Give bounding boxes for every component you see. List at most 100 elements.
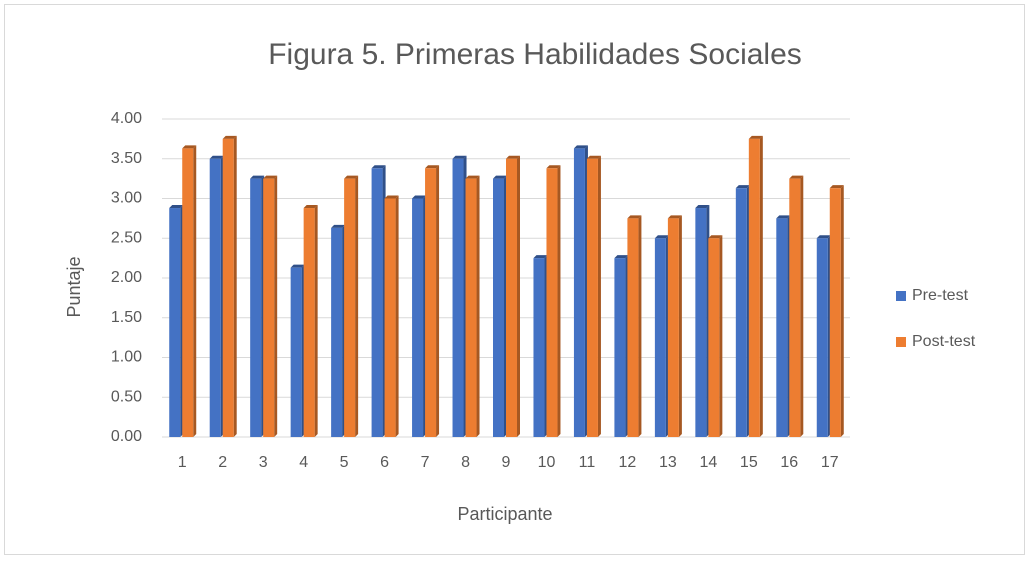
bar-top — [667, 215, 682, 219]
bar-side — [759, 135, 763, 437]
x-tick-label: 14 — [699, 454, 717, 471]
y-tick-label: 3.00 — [111, 190, 142, 207]
bar-top — [748, 135, 763, 139]
bar-side — [597, 155, 601, 437]
bar-side — [840, 185, 844, 437]
y-tick-label: 0.00 — [111, 428, 142, 445]
bar — [789, 178, 801, 437]
bar — [776, 218, 788, 437]
x-tick-label: 1 — [178, 454, 187, 471]
bar-top — [627, 215, 642, 219]
bar-top — [182, 145, 197, 149]
y-tick-label: 2.50 — [111, 229, 142, 246]
bar-side — [436, 165, 440, 438]
bar — [412, 198, 424, 437]
bar — [371, 168, 383, 438]
bar — [384, 198, 396, 437]
y-tick-label: 3.50 — [111, 150, 142, 167]
bar — [344, 178, 356, 437]
bar-side — [719, 235, 723, 437]
x-tick-label: 7 — [421, 454, 430, 471]
bar — [533, 258, 545, 437]
bar-top — [654, 235, 669, 239]
y-tick-label: 0.50 — [111, 388, 142, 405]
bar-top — [452, 155, 467, 159]
bar — [303, 208, 315, 437]
bar — [654, 238, 666, 437]
bar-top — [614, 255, 629, 259]
bar — [169, 208, 181, 437]
bar — [493, 178, 504, 437]
bar — [708, 238, 720, 437]
bar-side — [193, 145, 197, 438]
x-tick-label: 3 — [259, 454, 268, 471]
bar — [250, 178, 262, 437]
y-axis-label: Puntaje — [64, 256, 84, 317]
x-tick-label: 9 — [502, 454, 511, 471]
bar — [546, 168, 558, 438]
bar-top — [735, 185, 750, 189]
bar — [331, 227, 343, 437]
bar — [182, 148, 194, 438]
bar-top — [708, 235, 723, 239]
bar — [586, 158, 598, 437]
bar-top — [586, 155, 601, 159]
y-tick-label: 1.00 — [111, 349, 142, 366]
bar-top — [789, 175, 804, 179]
bar-top — [371, 165, 386, 169]
chart-title: Figura 5. Primeras Habilidades Sociales — [268, 38, 802, 71]
bar-side — [476, 175, 480, 437]
bar-top — [829, 185, 844, 189]
bar — [263, 178, 275, 437]
x-tick-label: 4 — [299, 454, 308, 471]
y-tick-label: 1.50 — [111, 309, 142, 326]
bar-top — [425, 165, 440, 169]
y-tick-label: 2.00 — [111, 269, 142, 286]
x-tick-label: 2 — [218, 454, 227, 471]
bar-side — [274, 175, 278, 437]
bar — [816, 238, 828, 437]
x-tick-label: 16 — [780, 454, 798, 471]
bar — [748, 138, 760, 437]
x-tick-label: 13 — [659, 454, 677, 471]
x-tick-label: 6 — [380, 454, 389, 471]
x-tick-label: 5 — [340, 454, 349, 471]
legend-label: Post-test — [912, 333, 976, 350]
bar-top — [303, 205, 318, 209]
bar — [222, 138, 234, 437]
bar — [425, 168, 437, 438]
bar-top — [573, 145, 588, 149]
bar-side — [355, 175, 359, 437]
bar — [290, 267, 302, 437]
legend-swatch — [896, 291, 906, 301]
bar — [829, 188, 841, 437]
bar — [465, 178, 477, 437]
bar — [506, 158, 517, 437]
bar-top — [695, 205, 710, 209]
bar-top — [776, 215, 791, 219]
bar-top — [816, 235, 831, 239]
bar-top — [344, 175, 359, 179]
x-tick-label: 12 — [619, 454, 637, 471]
bar-side — [678, 215, 682, 437]
bar-top — [546, 165, 561, 169]
bar-side — [233, 135, 237, 437]
bar-top — [493, 175, 507, 179]
bar-top — [263, 175, 278, 179]
bar-side — [557, 165, 561, 438]
x-tick-label: 17 — [821, 454, 839, 471]
x-axis-label: Participante — [457, 504, 552, 524]
bar-top — [290, 264, 305, 268]
bar-top — [465, 175, 480, 179]
bar — [735, 188, 747, 437]
legend-swatch — [896, 337, 906, 347]
bar-top — [533, 255, 548, 259]
bar-top — [209, 155, 224, 159]
bar — [573, 148, 585, 438]
bar-top — [384, 195, 399, 199]
bar-top — [222, 135, 237, 139]
bar-top — [331, 224, 346, 228]
bar-top — [412, 195, 427, 199]
bar-side — [395, 195, 399, 437]
